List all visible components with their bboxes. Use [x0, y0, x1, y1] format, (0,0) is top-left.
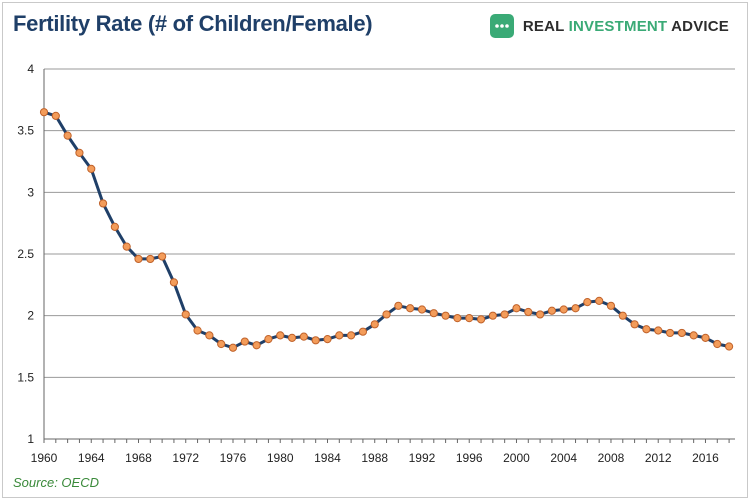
- data-point: [689, 331, 698, 340]
- fertility-line-chart: 11.522.533.54 1960 1964 1968 1972 1976 1980 19…: [17, 62, 735, 465]
- data-point: [618, 311, 627, 320]
- x-tick-label: 2012: [645, 451, 672, 465]
- y-tick-label: 4: [27, 62, 34, 76]
- data-point: [642, 325, 651, 334]
- brand-logo: REAL INVESTMENT ADVICE: [489, 13, 729, 39]
- y-tick-labels: 1 1.5 2 2.5 3 3.5 4: [17, 62, 34, 446]
- data-point: [217, 339, 226, 349]
- data-point: [453, 314, 462, 323]
- data-point: [311, 336, 320, 345]
- data-point: [122, 242, 131, 251]
- x-tick-label: 1972: [172, 451, 199, 465]
- data-point: [264, 335, 273, 344]
- axis-layer: [43, 69, 735, 443]
- y-tick-label: 3: [27, 185, 34, 199]
- data-point: [110, 222, 119, 231]
- data-point: [134, 254, 143, 264]
- data-point: [713, 339, 722, 349]
- y-tick-label: 3.5: [17, 124, 34, 138]
- x-tick-label: 1992: [409, 451, 436, 465]
- data-point: [547, 306, 557, 315]
- data-point: [606, 301, 616, 310]
- x-tick-label: 1996: [456, 451, 483, 465]
- data-point: [252, 341, 261, 350]
- y-tick-label: 2.5: [17, 247, 34, 261]
- data-point: [169, 278, 179, 287]
- data-point: [465, 314, 474, 323]
- data-point: [181, 310, 190, 319]
- data-point: [406, 304, 415, 313]
- data-point: [394, 301, 403, 310]
- data-point: [98, 199, 108, 208]
- data-point: [724, 342, 734, 351]
- x-tick-label: 1980: [267, 451, 294, 465]
- y-tick-label: 1: [27, 432, 34, 446]
- data-point: [559, 305, 568, 314]
- x-tick-labels: 1960 1964 1968 1972 1976 1980 1984 1988 1992 1996…: [31, 451, 719, 465]
- brand-name-part2: INVESTMENT: [568, 17, 668, 35]
- y-tick-label: 2: [27, 309, 34, 323]
- data-point: [665, 328, 675, 338]
- data-point: [571, 304, 580, 313]
- data-point: [583, 298, 592, 307]
- brand-name-part1: REAL: [522, 17, 569, 35]
- data-point: [63, 131, 72, 140]
- data-point: [630, 320, 639, 329]
- x-tick-label: 1968: [125, 451, 152, 465]
- x-tick-label: 1964: [78, 451, 105, 465]
- grid-layer: [44, 68, 735, 378]
- x-tick-label: 2008: [598, 451, 625, 465]
- data-point: [240, 337, 249, 346]
- data-point: [500, 310, 509, 319]
- data-point: [193, 326, 202, 335]
- series-marker-layer: [39, 108, 734, 352]
- data-point: [287, 333, 297, 342]
- data-point: [476, 315, 486, 324]
- x-tick-label: 2000: [503, 451, 530, 465]
- data-point: [75, 148, 84, 157]
- data-point: [677, 328, 686, 338]
- data-point: [323, 335, 332, 344]
- data-point: [228, 343, 238, 352]
- chat-bubble-icon: [489, 14, 514, 38]
- data-point: [382, 310, 391, 319]
- x-tick-label: 1976: [220, 451, 247, 465]
- brand-name-part3: ADVICE: [667, 17, 729, 35]
- data-point: [536, 310, 545, 319]
- data-point: [701, 333, 710, 342]
- chart-title: Fertility Rate (# of Children/Female): [13, 11, 373, 36]
- data-point: [524, 307, 533, 317]
- x-tick-label: 2016: [692, 451, 719, 465]
- data-point: [335, 331, 344, 340]
- x-tick-label: 1984: [314, 451, 341, 465]
- data-point: [512, 304, 521, 313]
- data-point: [358, 327, 368, 336]
- data-point: [276, 331, 285, 340]
- data-point: [654, 326, 663, 335]
- data-point: [347, 331, 356, 340]
- data-point: [87, 164, 96, 173]
- x-tick-label: 2004: [550, 451, 577, 465]
- source-note: Source: OECD: [13, 475, 99, 490]
- data-point: [595, 296, 604, 305]
- brand-name: REAL INVESTMENT ADVICE: [523, 18, 729, 35]
- data-point: [429, 309, 438, 318]
- x-tick-label: 1988: [361, 451, 388, 465]
- data-point: [51, 111, 60, 120]
- data-point: [417, 305, 427, 314]
- data-point: [158, 252, 167, 261]
- x-tick-label: 1960: [31, 451, 58, 465]
- data-point: [146, 254, 155, 264]
- data-point: [299, 332, 308, 341]
- data-point: [39, 108, 49, 117]
- data-point: [488, 311, 497, 320]
- y-tick-label: 1.5: [17, 370, 34, 384]
- data-point: [441, 311, 450, 320]
- data-point: [370, 320, 379, 329]
- data-point: [205, 331, 214, 340]
